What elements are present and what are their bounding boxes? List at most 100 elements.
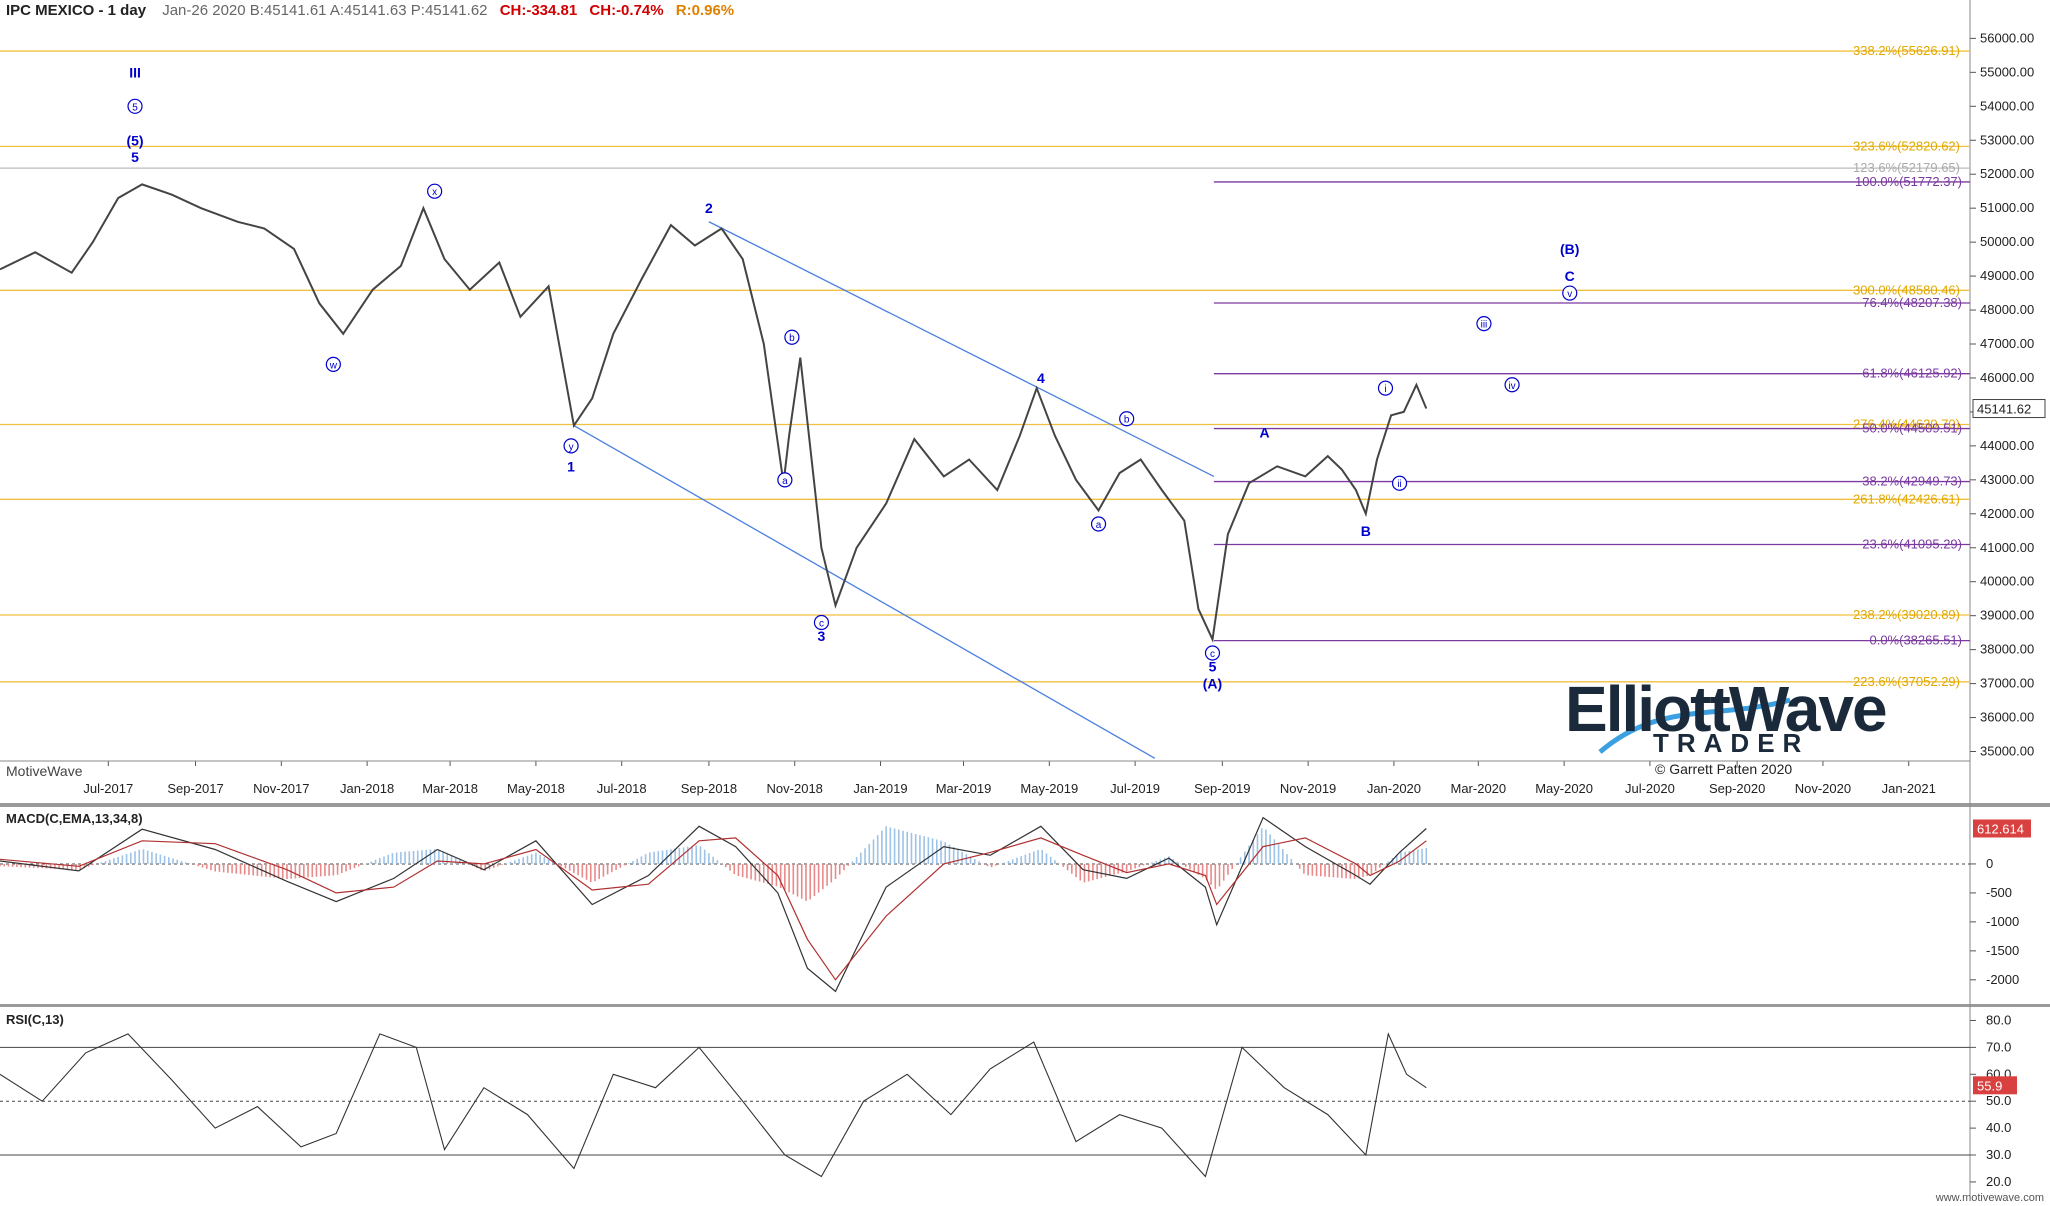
chart-title: IPC MEXICO - 1 day: [6, 2, 147, 19]
x-tick-label: Sep-2018: [681, 781, 737, 796]
fib-gold-label: 223.6%(37052.29): [1853, 674, 1960, 689]
macd-y-tick-label: -1000: [1986, 914, 2019, 929]
wave-label-circle: [325, 356, 341, 372]
wave-label: b: [789, 333, 795, 344]
rsi-y-tick-label: 70.0: [1986, 1039, 2011, 1054]
rsi-y-tick-label: 30.0: [1986, 1147, 2011, 1162]
x-tick-label: Nov-2018: [767, 781, 823, 796]
wave-label: x: [432, 187, 437, 198]
x-tick-label: Jul-2020: [1625, 781, 1675, 796]
y-tick-label: 51000.00: [1980, 200, 2034, 215]
x-tick-label: Nov-2017: [253, 781, 309, 796]
y-tick-label: 53000.00: [1980, 132, 2034, 147]
wave-label: iv: [1508, 381, 1515, 392]
elliottwave-trader-logo: ElliottWave TRADER: [1565, 672, 1888, 762]
wave-label: C: [1565, 268, 1575, 284]
change-value: CH:-334.81: [499, 2, 578, 19]
x-tick-label: Jan-2021: [1882, 781, 1936, 796]
wave-label: b: [1124, 415, 1130, 426]
rsi-y-tick-label: 50.0: [1986, 1093, 2011, 1108]
x-tick-label: Sep-2017: [167, 781, 223, 796]
wave-label: v: [1567, 289, 1572, 300]
macd-last-box: [1973, 819, 2031, 838]
x-tick-label: Jul-2019: [1110, 781, 1160, 796]
panel-divider: [0, 803, 2050, 807]
macd-panel-title: MACD(C,EMA,13,34,8): [6, 811, 143, 826]
x-tick-label: Nov-2020: [1795, 781, 1851, 796]
fib-gold-label: 123.6%(52179.65): [1853, 160, 1960, 175]
x-tick-label: May-2020: [1535, 781, 1593, 796]
y-tick-label: 52000.00: [1980, 166, 2034, 181]
y-tick-label: 47000.00: [1980, 336, 2034, 351]
wave-label: III: [129, 64, 141, 80]
fib-purple-label: 76.4%(48207.38): [1862, 295, 1962, 310]
wave-label: y: [569, 442, 574, 453]
fib-gold-label: 323.6%(52820.62): [1853, 138, 1960, 153]
wave-label-circle: [1562, 285, 1578, 301]
wave-label-circle: [1377, 380, 1394, 396]
y-tick-label: 37000.00: [1980, 676, 2034, 691]
macd-y-tick-label: 0: [1986, 856, 1993, 871]
macd-y-tick-label: -2000: [1986, 972, 2019, 987]
y-tick-label: 35000.00: [1980, 744, 2034, 759]
macd-y-tick-label: -500: [1986, 885, 2012, 900]
change-percent: CH:-0.74%: [589, 2, 664, 19]
wave-label: a: [782, 476, 788, 487]
x-tick-label: May-2018: [507, 781, 565, 796]
rsi-last-label: 55.9: [1977, 1078, 2002, 1093]
y-tick-label: 44000.00: [1980, 438, 2034, 453]
wave-label-circle: [1119, 411, 1135, 427]
wave-label: 4: [1037, 370, 1045, 386]
y-tick-label: 40000.00: [1980, 574, 2034, 589]
fib-gold-label: 300.0%(48580.46): [1853, 282, 1960, 297]
x-tick-label: Jul-2018: [597, 781, 647, 796]
y-tick-label: 49000.00: [1980, 268, 2034, 283]
x-tick-label: Mar-2020: [1451, 781, 1507, 796]
wave-label-circle: [127, 98, 143, 114]
x-tick-label: Nov-2019: [1280, 781, 1336, 796]
y-tick-label: 48000.00: [1980, 302, 2034, 317]
y-tick-label: 55000.00: [1980, 64, 2034, 79]
wave-label: w: [329, 360, 338, 371]
wave-label: ii: [1397, 479, 1401, 490]
fib-purple-label: 0.0%(38265.51): [1869, 633, 1962, 648]
logo-swoosh: [1598, 697, 1791, 754]
y-tick-label: 50000.00: [1980, 234, 2034, 249]
wave-label: (A): [1203, 676, 1222, 692]
y-tick-label: 36000.00: [1980, 710, 2034, 725]
wave-label-circle: [1204, 645, 1221, 661]
y-tick-label: 41000.00: [1980, 540, 2034, 555]
wave-label: i: [1384, 384, 1386, 395]
y-tick-label: 43000.00: [1980, 472, 2034, 487]
x-tick-label: Mar-2019: [936, 781, 992, 796]
macd-last-label: 612.614: [1977, 821, 2024, 836]
wave-label-circle: [1504, 377, 1520, 393]
wave-label: iii: [1481, 320, 1488, 331]
wave-label: (B): [1560, 241, 1579, 257]
wave-label: 5: [1209, 659, 1217, 675]
footer-url: www.motivewave.com: [1935, 1192, 2044, 1204]
wave-label: a: [1096, 520, 1102, 531]
y-tick-label: 42000.00: [1980, 506, 2034, 521]
trendline: [573, 424, 1156, 759]
fib-purple-label: 100.0%(51772.37): [1855, 174, 1962, 189]
wave-label: 2: [705, 200, 713, 216]
last-price-label: 45141.62: [1977, 402, 2031, 417]
y-tick-label: 46000.00: [1980, 370, 2034, 385]
x-tick-label: Mar-2018: [422, 781, 478, 796]
rsi-y-tick-label: 80.0: [1986, 1012, 2011, 1027]
macd-line: [0, 816, 1427, 993]
x-tick-label: May-2019: [1020, 781, 1078, 796]
wave-label: B: [1361, 523, 1371, 539]
rsi-line: [0, 1032, 1427, 1178]
fib-purple-label: 61.8%(46125.92): [1862, 366, 1962, 381]
range-percent: R:0.96%: [675, 2, 735, 19]
y-tick-label: 54000.00: [1980, 98, 2034, 113]
fib-gold-label: 338.2%(55626.91): [1853, 43, 1960, 58]
macd-signal-line: [0, 837, 1427, 981]
x-tick-label: Jan-2018: [340, 781, 394, 796]
fib-gold-label: 261.8%(42426.61): [1853, 491, 1960, 506]
wave-label: c: [1210, 649, 1215, 660]
x-tick-label: Jan-2019: [853, 781, 907, 796]
